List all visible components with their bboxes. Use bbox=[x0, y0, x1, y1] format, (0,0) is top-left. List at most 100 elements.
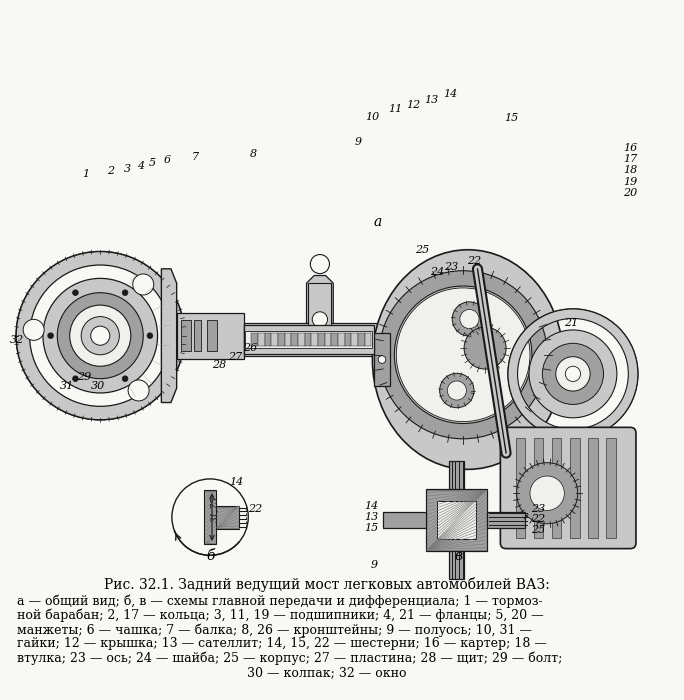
Bar bbox=[354, 332, 360, 347]
Bar bbox=[430, 332, 436, 346]
Bar bbox=[352, 332, 358, 346]
Bar bbox=[588, 438, 598, 538]
Bar bbox=[360, 332, 367, 347]
Bar bbox=[333, 332, 340, 347]
Bar bbox=[246, 331, 372, 348]
Bar bbox=[516, 438, 525, 538]
Text: в: в bbox=[454, 549, 462, 563]
Circle shape bbox=[460, 309, 479, 328]
Text: а: а bbox=[373, 215, 381, 229]
Bar bbox=[401, 332, 407, 346]
Circle shape bbox=[530, 476, 564, 510]
Text: 6: 6 bbox=[163, 155, 171, 165]
Text: 28: 28 bbox=[213, 360, 227, 370]
Bar bbox=[273, 332, 280, 347]
Text: 11: 11 bbox=[389, 104, 402, 114]
Bar bbox=[380, 332, 386, 347]
Text: 18: 18 bbox=[623, 165, 637, 176]
Circle shape bbox=[128, 380, 149, 401]
Text: 22: 22 bbox=[531, 514, 545, 524]
Bar bbox=[326, 332, 333, 347]
Bar bbox=[365, 332, 371, 346]
Bar bbox=[447, 332, 453, 346]
Bar bbox=[441, 332, 447, 346]
Text: 5: 5 bbox=[149, 158, 157, 168]
Text: Рис. 32.1. Задний ведущий мост легковых автомобилей ВАЗ:: Рис. 32.1. Задний ведущий мост легковых … bbox=[104, 578, 549, 592]
Circle shape bbox=[440, 373, 474, 407]
Text: а — общий вид; б, в — схемы главной передачи и дифференциала; 1 — тормоз-: а — общий вид; б, в — схемы главной пере… bbox=[17, 594, 543, 608]
Circle shape bbox=[23, 319, 44, 340]
Bar bbox=[271, 332, 278, 346]
Text: 29: 29 bbox=[77, 372, 91, 382]
Bar bbox=[205, 491, 216, 544]
Circle shape bbox=[70, 305, 131, 366]
Text: 1: 1 bbox=[82, 169, 90, 179]
Circle shape bbox=[565, 366, 581, 382]
Text: манжеты; 6 — чашка; 7 — балка; 8, 26 — кронштейны; 9 — полуось; 10, 31 —: манжеты; 6 — чашка; 7 — балка; 8, 26 — к… bbox=[17, 623, 532, 636]
Bar bbox=[338, 332, 345, 346]
Text: 9: 9 bbox=[371, 560, 378, 570]
Text: 9: 9 bbox=[354, 136, 362, 147]
Bar bbox=[313, 332, 320, 347]
Bar bbox=[426, 489, 487, 550]
Bar bbox=[436, 332, 441, 346]
Bar bbox=[437, 501, 475, 539]
Bar bbox=[320, 332, 326, 347]
Bar bbox=[265, 332, 271, 346]
Text: 14: 14 bbox=[230, 477, 244, 486]
Polygon shape bbox=[161, 269, 176, 402]
Text: втулка; 23 — ось; 24 — шайба; 25 — корпус; 27 — пластина; 28 — щит; 29 — болт;: втулка; 23 — ось; 24 — шайба; 25 — корпу… bbox=[17, 652, 562, 665]
Text: 19: 19 bbox=[623, 177, 637, 187]
Text: 25: 25 bbox=[531, 525, 545, 536]
Text: 8: 8 bbox=[250, 149, 256, 159]
Bar bbox=[407, 332, 412, 346]
Bar bbox=[280, 332, 287, 347]
Circle shape bbox=[556, 357, 590, 391]
Bar bbox=[340, 332, 347, 347]
Circle shape bbox=[311, 255, 330, 274]
Text: ной барабан; 2, 17 — кольца; 3, 11, 19 — подшипники; 4, 21 — фланцы; 5, 20 —: ной барабан; 2, 17 — кольца; 3, 11, 19 —… bbox=[17, 609, 544, 622]
Circle shape bbox=[516, 463, 578, 524]
Bar bbox=[318, 332, 325, 346]
Text: 15: 15 bbox=[364, 524, 378, 533]
Text: 14: 14 bbox=[444, 89, 458, 99]
Text: 26: 26 bbox=[243, 343, 257, 353]
Circle shape bbox=[73, 376, 78, 382]
Circle shape bbox=[147, 332, 153, 339]
Text: 12: 12 bbox=[406, 99, 421, 110]
Bar bbox=[260, 332, 267, 347]
Text: 16: 16 bbox=[623, 143, 637, 153]
Bar bbox=[300, 332, 306, 347]
Bar bbox=[437, 501, 475, 539]
Circle shape bbox=[43, 279, 157, 393]
Bar bbox=[244, 326, 374, 354]
Bar bbox=[418, 332, 424, 346]
Bar bbox=[412, 332, 418, 346]
Bar bbox=[383, 512, 426, 528]
Text: 10: 10 bbox=[365, 112, 380, 122]
Text: 20: 20 bbox=[623, 188, 637, 198]
Text: 15: 15 bbox=[505, 113, 519, 123]
Bar bbox=[287, 332, 293, 347]
Bar bbox=[424, 332, 430, 346]
Text: б: б bbox=[206, 549, 214, 563]
Text: 24: 24 bbox=[430, 267, 445, 276]
Circle shape bbox=[91, 326, 110, 345]
Circle shape bbox=[73, 290, 78, 295]
Text: 13: 13 bbox=[425, 94, 438, 105]
Bar bbox=[552, 438, 562, 538]
Bar bbox=[258, 332, 265, 346]
Polygon shape bbox=[396, 292, 453, 368]
Text: 27: 27 bbox=[228, 351, 242, 362]
Text: 3: 3 bbox=[123, 164, 131, 174]
Bar bbox=[308, 284, 331, 336]
Bar bbox=[291, 332, 298, 346]
Bar bbox=[331, 332, 338, 346]
Circle shape bbox=[396, 288, 530, 421]
Text: 13: 13 bbox=[364, 512, 378, 522]
Bar bbox=[207, 321, 217, 351]
Bar bbox=[606, 438, 616, 538]
Bar bbox=[311, 332, 318, 346]
Text: 4: 4 bbox=[137, 161, 144, 171]
Circle shape bbox=[452, 302, 486, 336]
